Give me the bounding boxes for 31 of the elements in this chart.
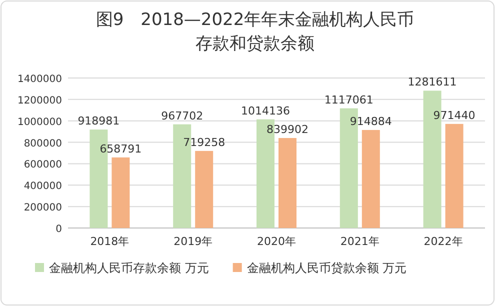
y-tick-label: 1200000	[17, 95, 62, 106]
data-label: 719258	[183, 136, 226, 149]
x-tick-label: 2018年	[90, 235, 130, 248]
legend-label: 金融机构人民币贷款余额 万元	[246, 261, 407, 275]
bar	[445, 124, 464, 228]
y-tick-label: 600000	[24, 160, 62, 171]
x-tick-label: 2022年	[424, 235, 463, 248]
bar	[278, 138, 296, 228]
x-tick-label: 2020年	[257, 235, 296, 248]
data-label: 1014136	[241, 104, 290, 118]
data-label: 1117061	[324, 93, 374, 106]
y-tick-label: 800000	[24, 138, 62, 150]
y-tick-label: 200000	[24, 202, 62, 214]
data-label: 967702	[161, 109, 204, 122]
y-tick-label: 0	[56, 224, 62, 235]
y-tick-label: 1400000	[17, 74, 62, 85]
data-label: 658791	[100, 142, 142, 156]
bar	[112, 157, 130, 228]
data-label: 839902	[266, 123, 308, 136]
data-label: 914884	[350, 114, 392, 128]
data-label: 1281611	[408, 76, 457, 89]
y-tick-label: 1000000	[17, 116, 62, 128]
y-tick-label: 400000	[24, 181, 62, 192]
x-tick-label: 2019年	[174, 235, 213, 248]
bar	[362, 130, 380, 228]
data-label: 971440	[433, 108, 476, 122]
x-tick-label: 2021年	[340, 235, 380, 248]
legend-label: 金融机构人民币存款余额 万元	[49, 261, 209, 275]
data-label: 918981	[78, 114, 120, 128]
bar	[195, 150, 214, 228]
chart-title: 图9 2018—2022年年末金融机构人民币存款和贷款余额	[95, 9, 415, 56]
